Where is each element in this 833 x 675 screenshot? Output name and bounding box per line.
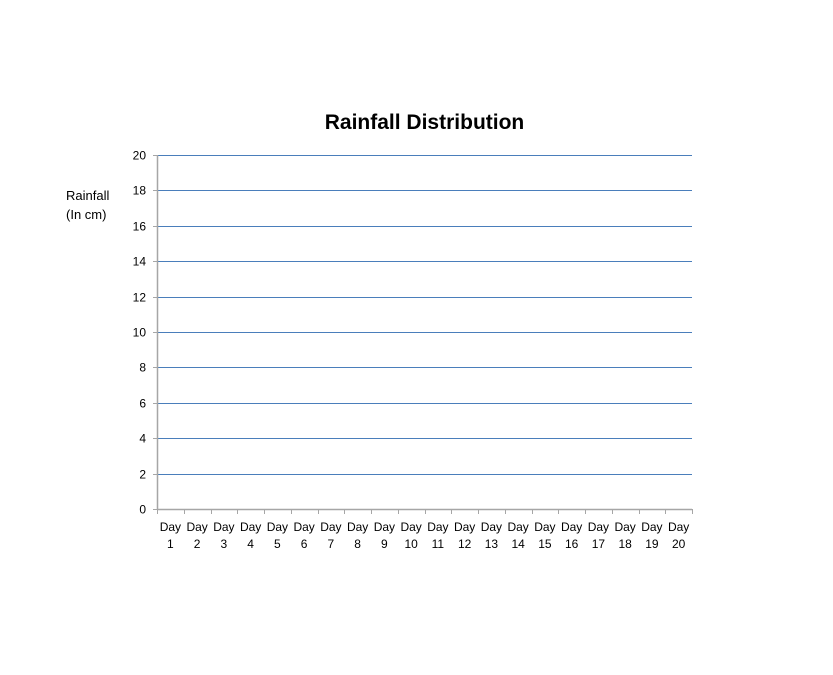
x-tick-label: Day 12 <box>454 520 475 551</box>
x-tick-label: Day 15 <box>534 520 555 551</box>
y-tick-label: 2 <box>139 468 146 482</box>
x-tick-label: Day 3 <box>213 520 234 551</box>
x-tick-label: Day 20 <box>668 520 689 551</box>
y-tick-label: 12 <box>133 291 147 305</box>
x-tick-label: Day 16 <box>561 520 582 551</box>
x-tick-label: Day 4 <box>240 520 261 551</box>
y-tick-label: 20 <box>133 149 147 163</box>
x-tick-label: Day 9 <box>374 520 395 551</box>
x-tick-label: Day 19 <box>641 520 662 551</box>
y-axis-label: Rainfall (In cm) <box>66 186 109 224</box>
y-tick-label: 16 <box>133 220 147 234</box>
x-tick-label: Day 1 <box>160 520 181 551</box>
y-axis-label-line: Rainfall <box>66 188 110 203</box>
y-axis-label-line: (In cm) <box>66 207 107 222</box>
y-tick-label: 8 <box>139 361 146 375</box>
x-tick-label: Day 6 <box>293 520 314 551</box>
x-tick-label: Day 13 <box>481 520 502 551</box>
x-tick-label: Day 5 <box>267 520 288 551</box>
x-tick-label: Day 8 <box>347 520 368 551</box>
y-tick-label: 10 <box>133 326 147 340</box>
x-tick-label: Day 2 <box>186 520 207 551</box>
x-tick-label: Day 14 <box>507 520 528 551</box>
y-tick-label: 4 <box>139 432 146 446</box>
y-tick-label: 14 <box>133 255 147 269</box>
y-tick-label: 6 <box>139 397 146 411</box>
chart-title: Rainfall Distribution <box>324 111 525 134</box>
x-tick-label: Day 7 <box>320 520 341 551</box>
x-tick-label: Day 11 <box>427 520 448 551</box>
y-tick-label: 0 <box>139 503 146 517</box>
x-tick-label: Day 17 <box>588 520 609 551</box>
x-tick-label: Day 10 <box>400 520 421 551</box>
y-tick-label: 18 <box>133 184 147 198</box>
x-tick-label: Day 18 <box>614 520 635 551</box>
